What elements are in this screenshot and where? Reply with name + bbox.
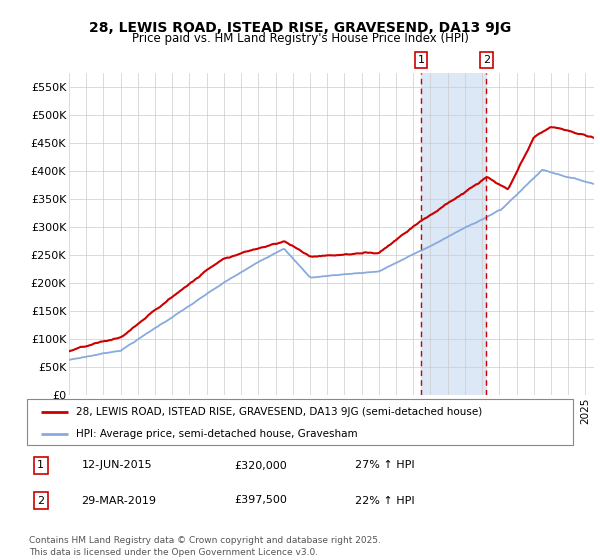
Text: 28, LEWIS ROAD, ISTEAD RISE, GRAVESEND, DA13 9JG (semi-detached house): 28, LEWIS ROAD, ISTEAD RISE, GRAVESEND, … xyxy=(76,407,482,417)
Bar xyxy=(421,73,486,395)
FancyBboxPatch shape xyxy=(27,399,573,445)
Text: 2: 2 xyxy=(37,496,44,506)
Text: HPI: Average price, semi-detached house, Gravesham: HPI: Average price, semi-detached house,… xyxy=(76,429,358,438)
Text: 29-MAR-2019: 29-MAR-2019 xyxy=(82,496,157,506)
Text: 2: 2 xyxy=(482,55,490,65)
Text: Contains HM Land Registry data © Crown copyright and database right 2025.
This d: Contains HM Land Registry data © Crown c… xyxy=(29,536,380,557)
Text: 28, LEWIS ROAD, ISTEAD RISE, GRAVESEND, DA13 9JG: 28, LEWIS ROAD, ISTEAD RISE, GRAVESEND, … xyxy=(89,21,511,35)
Text: £320,000: £320,000 xyxy=(235,460,287,470)
Text: £397,500: £397,500 xyxy=(235,496,287,506)
Text: 22% ↑ HPI: 22% ↑ HPI xyxy=(355,496,414,506)
Text: 12-JUN-2015: 12-JUN-2015 xyxy=(82,460,152,470)
Text: 27% ↑ HPI: 27% ↑ HPI xyxy=(355,460,414,470)
Text: 1: 1 xyxy=(418,55,424,65)
Text: Price paid vs. HM Land Registry's House Price Index (HPI): Price paid vs. HM Land Registry's House … xyxy=(131,32,469,45)
Text: 1: 1 xyxy=(37,460,44,470)
